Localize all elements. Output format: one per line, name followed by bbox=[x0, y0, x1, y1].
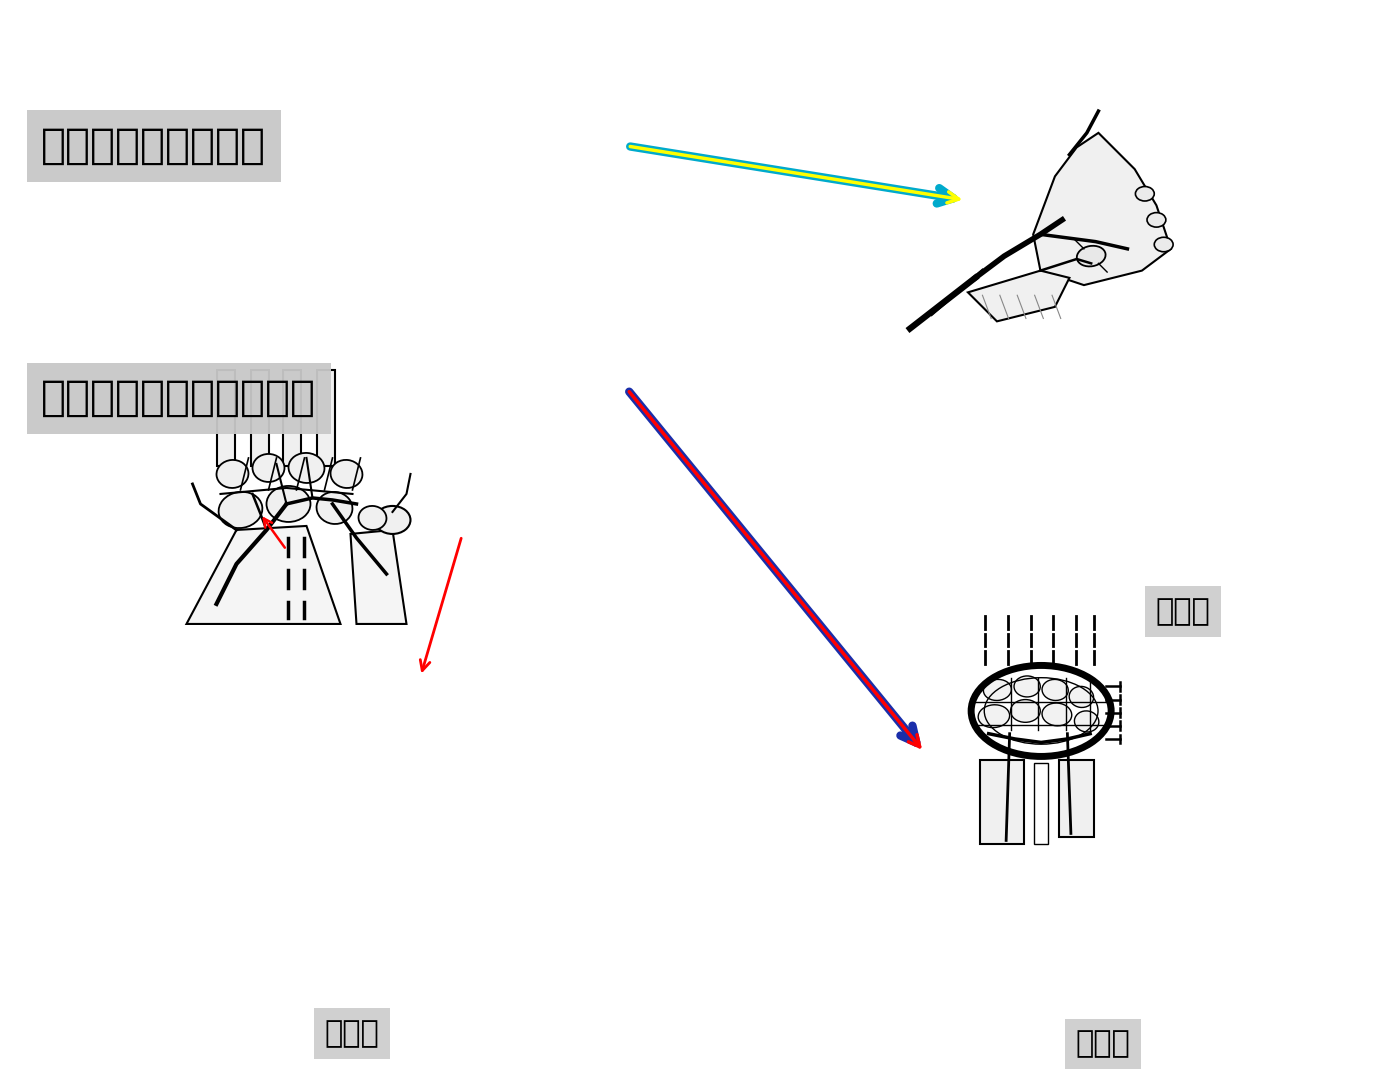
Ellipse shape bbox=[1011, 700, 1040, 723]
Ellipse shape bbox=[1074, 711, 1099, 733]
Ellipse shape bbox=[288, 453, 324, 483]
Ellipse shape bbox=[1077, 246, 1106, 266]
Ellipse shape bbox=[1154, 237, 1174, 252]
Bar bbox=[218, 370, 236, 466]
Text: 桡动脉舟状骨背侧崴分支: 桡动脉舟状骨背侧崴分支 bbox=[41, 378, 316, 419]
Ellipse shape bbox=[1135, 186, 1154, 201]
Ellipse shape bbox=[266, 486, 310, 522]
Polygon shape bbox=[350, 530, 407, 624]
Ellipse shape bbox=[219, 492, 262, 528]
Ellipse shape bbox=[978, 704, 1009, 727]
Ellipse shape bbox=[359, 506, 386, 530]
Bar bbox=[1059, 760, 1094, 837]
Ellipse shape bbox=[252, 454, 284, 481]
Bar bbox=[284, 370, 302, 466]
Ellipse shape bbox=[1043, 679, 1069, 700]
Ellipse shape bbox=[1014, 676, 1040, 697]
Polygon shape bbox=[1033, 133, 1171, 286]
Bar bbox=[1034, 764, 1048, 844]
Text: 桡动脉舟状骨掌侧支: 桡动脉舟状骨掌侧支 bbox=[41, 126, 266, 167]
Bar bbox=[980, 760, 1023, 844]
Polygon shape bbox=[186, 526, 341, 624]
Ellipse shape bbox=[1043, 703, 1071, 726]
Text: 背侧观: 背侧观 bbox=[324, 1019, 379, 1047]
Ellipse shape bbox=[217, 460, 248, 488]
Ellipse shape bbox=[331, 460, 363, 488]
Ellipse shape bbox=[1147, 212, 1165, 227]
Ellipse shape bbox=[983, 679, 1011, 700]
Text: 掌侧观: 掌侧观 bbox=[1156, 597, 1211, 625]
Polygon shape bbox=[968, 270, 1070, 321]
Bar bbox=[251, 370, 269, 466]
Bar bbox=[317, 370, 335, 466]
Ellipse shape bbox=[375, 506, 411, 533]
Ellipse shape bbox=[317, 492, 353, 524]
Ellipse shape bbox=[1069, 686, 1094, 708]
Text: 桡侧观: 桡侧观 bbox=[1076, 1030, 1131, 1058]
